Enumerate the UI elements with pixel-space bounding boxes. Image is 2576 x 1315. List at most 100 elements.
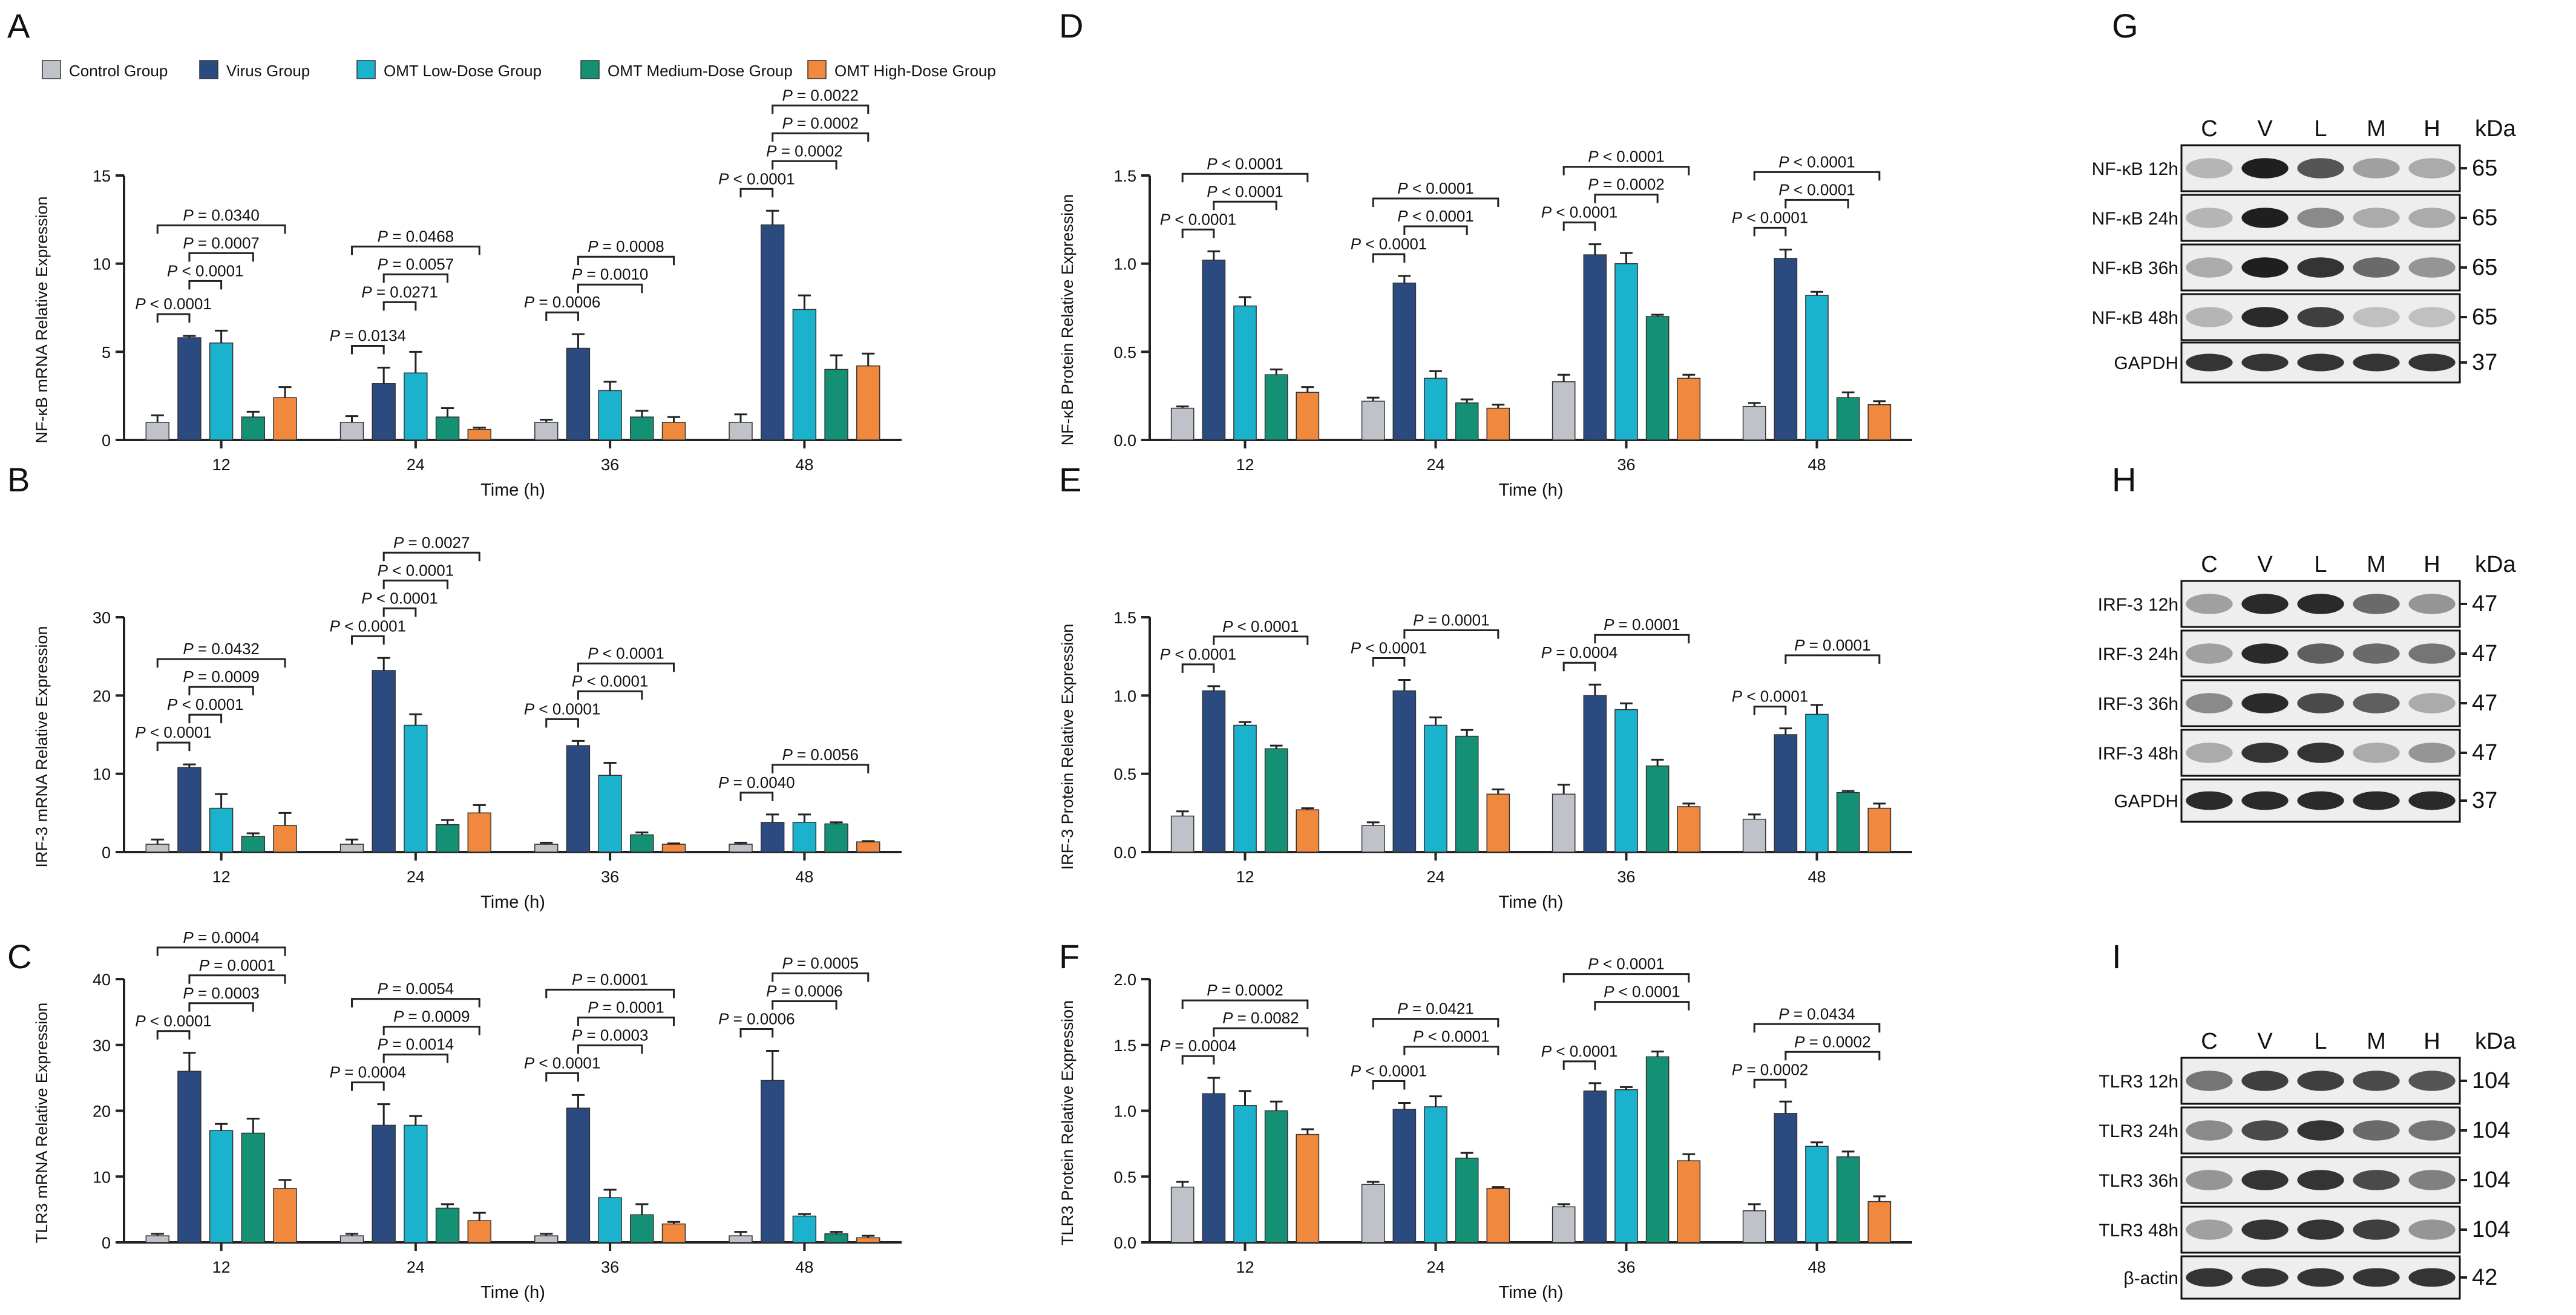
p-symbol: P <box>1541 643 1552 661</box>
significance-bracket <box>382 607 417 617</box>
bar-control <box>1742 405 1766 441</box>
bar-medium <box>1455 735 1479 853</box>
p-value-text: = 0.0001 <box>582 970 648 988</box>
p-value-text: < 0.0001 <box>1218 154 1283 172</box>
x-axis-label: Time (h) <box>480 1283 545 1302</box>
significance-bracket <box>156 741 191 752</box>
protein-band <box>2353 693 2400 713</box>
protein-band <box>2241 158 2289 179</box>
significance-bracket <box>1213 635 1309 645</box>
bar-low <box>792 1215 817 1243</box>
lane-label: H <box>2424 116 2440 142</box>
y-tick-label: 20 <box>93 1103 111 1121</box>
panel-letter: I <box>2112 937 2122 976</box>
protein-band <box>2186 643 2233 664</box>
p-symbol: P <box>378 1035 388 1054</box>
p-value-text: < 0.0001 <box>1361 1061 1427 1080</box>
bar-high <box>856 1237 880 1243</box>
bar-low <box>1614 263 1638 441</box>
significance-bracket <box>156 224 286 234</box>
bar-control <box>1552 1206 1576 1243</box>
legend-label-medium: OMT Medium-Dose Group <box>608 62 793 80</box>
p-value-label: P = 0.0134 <box>330 327 407 345</box>
significance-bracket <box>1372 197 1499 208</box>
p-symbol: P <box>1207 981 1218 999</box>
p-value-text: < 0.0001 <box>1789 180 1855 198</box>
bar-medium <box>630 1214 654 1243</box>
p-value-label: P = 0.0002 <box>782 114 859 132</box>
bar-control <box>1361 401 1385 441</box>
p-value-label: P < 0.0001 <box>1222 617 1299 635</box>
kda-value: 65 <box>2472 304 2497 330</box>
kda-value: 104 <box>2472 1217 2510 1242</box>
p-symbol: P <box>1160 1037 1171 1055</box>
bar-control <box>1170 407 1195 441</box>
significance-bracket <box>382 1026 480 1035</box>
protein-band <box>2408 257 2456 278</box>
significance-bracket <box>188 1002 254 1012</box>
bar-medium <box>1264 1110 1288 1243</box>
bar-high <box>661 844 686 853</box>
protein-band <box>2353 208 2400 228</box>
p-symbol: P <box>782 86 793 104</box>
p-value-label: P < 0.0001 <box>524 1054 601 1072</box>
protein-band <box>2408 353 2456 372</box>
p-value-text: = 0.0022 <box>793 86 859 104</box>
p-symbol: P <box>167 695 178 713</box>
p-value-label: P = 0.0001 <box>572 970 649 988</box>
significance-bracket <box>156 658 286 668</box>
p-value-label: P = 0.0002 <box>1732 1060 1809 1078</box>
panel-letter: C <box>7 937 31 976</box>
panel-letter: B <box>7 461 30 499</box>
unit-label: kDa <box>2475 552 2516 577</box>
kda-value: 37 <box>2472 788 2497 813</box>
blot-row-label: IRF-3 48h <box>2098 744 2178 764</box>
p-symbol: P <box>330 327 341 345</box>
x-tick-label: 24 <box>407 1258 425 1276</box>
protein-band <box>2186 693 2233 713</box>
p-value-label: P < 0.0001 <box>1207 182 1283 200</box>
y-tick-label: 1.5 <box>1113 1037 1136 1055</box>
significance-bracket <box>739 792 774 801</box>
p-symbol: P <box>1588 148 1599 166</box>
p-symbol: P <box>1397 1000 1408 1018</box>
blot-row-label: IRF-3 12h <box>2098 595 2178 615</box>
protein-band <box>2297 1120 2344 1141</box>
protein-band <box>2186 1120 2233 1141</box>
significance-bracket <box>1562 166 1690 175</box>
kda-value: 47 <box>2472 641 2497 666</box>
y-tick-label: 30 <box>93 609 111 627</box>
blot-row-label: IRF-3 36h <box>2098 694 2178 714</box>
x-tick-label: 48 <box>1807 868 1826 886</box>
bar-high <box>273 397 297 441</box>
y-axis-label: IRF-3 mRNA Relative Expression <box>33 626 51 867</box>
p-value-text: = 0.0004 <box>340 1063 406 1081</box>
p-symbol: P <box>378 980 388 998</box>
significance-bracket <box>382 551 480 562</box>
x-tick-label: 48 <box>795 456 813 474</box>
p-value-label: P < 0.0001 <box>1351 235 1427 253</box>
bar-control <box>1742 1210 1766 1243</box>
bar-medium <box>630 416 654 441</box>
p-value-text: < 0.0001 <box>1552 1042 1617 1060</box>
p-symbol: P <box>572 970 583 988</box>
y-tick-label: 1.5 <box>1113 167 1136 185</box>
bar-high <box>467 812 491 853</box>
bar-low <box>598 775 622 853</box>
p-symbol: P <box>330 617 341 635</box>
protein-band <box>2353 743 2400 763</box>
x-tick-label: 24 <box>1426 868 1444 886</box>
x-tick-label: 12 <box>1236 1258 1254 1276</box>
protein-band <box>2353 158 2400 179</box>
p-symbol: P <box>1732 687 1743 706</box>
p-symbol: P <box>1604 615 1614 634</box>
significance-bracket <box>1213 200 1277 211</box>
p-value-label: P = 0.0006 <box>524 293 601 311</box>
protein-band <box>2186 1071 2233 1091</box>
p-symbol: P <box>572 265 583 283</box>
bar-control <box>729 1235 753 1243</box>
bar-high <box>1486 1188 1510 1243</box>
p-value-label: P < 0.0001 <box>1588 148 1665 166</box>
bar-control <box>145 1235 169 1243</box>
